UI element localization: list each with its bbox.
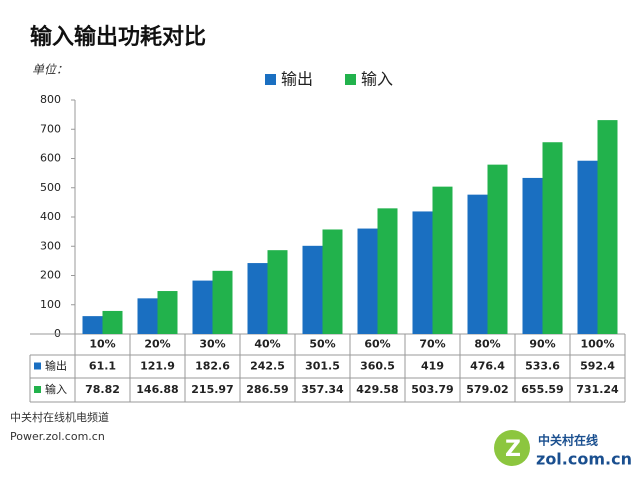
bar xyxy=(432,186,453,334)
legend-label: 输出 xyxy=(45,359,67,373)
data-table-value: 182.6 xyxy=(195,360,230,373)
data-table-value: 286.59 xyxy=(246,383,288,396)
bar xyxy=(82,316,103,334)
legend-label: 输出 xyxy=(281,70,313,89)
data-table-value: 476.4 xyxy=(470,360,505,373)
data-table-value: 360.5 xyxy=(360,360,395,373)
logo-text: zol.com.cn xyxy=(536,450,632,469)
y-tick-label: 400 xyxy=(40,210,61,223)
x-tick-label: 70% xyxy=(419,338,445,351)
data-table-value: 503.79 xyxy=(411,383,453,396)
y-tick-label: 600 xyxy=(40,152,61,165)
bar xyxy=(157,291,178,334)
bar xyxy=(522,177,543,334)
y-tick-label: 800 xyxy=(40,93,61,106)
data-table-value: 301.5 xyxy=(305,360,340,373)
y-tick-label: 500 xyxy=(40,181,61,194)
bar xyxy=(212,270,233,334)
x-tick-label: 80% xyxy=(474,338,500,351)
x-tick-label: 50% xyxy=(309,338,335,351)
logo-icon xyxy=(494,430,530,466)
x-tick-label: 60% xyxy=(364,338,390,351)
logo-icon: Z xyxy=(505,437,521,462)
x-tick-label: 100% xyxy=(581,338,615,351)
data-table-value: 655.59 xyxy=(521,383,563,396)
bar xyxy=(597,120,618,334)
data-table-value: 357.34 xyxy=(301,383,344,396)
bar xyxy=(412,211,433,334)
data-table-value: 78.82 xyxy=(85,383,120,396)
bar xyxy=(192,280,213,334)
bar xyxy=(137,298,158,334)
bar xyxy=(102,310,123,334)
data-table-value: 579.02 xyxy=(466,383,508,396)
chart-title: 输入输出功耗对比 xyxy=(30,24,206,50)
bar xyxy=(542,142,563,334)
y-tick-label: 100 xyxy=(40,298,61,311)
bar xyxy=(267,250,288,334)
data-table-value: 419 xyxy=(421,360,444,373)
data-table-value: 429.58 xyxy=(356,383,398,396)
x-tick-label: 90% xyxy=(529,338,555,351)
data-table-value: 242.5 xyxy=(250,360,285,373)
data-table-value: 533.6 xyxy=(525,360,560,373)
legend-label: 输入 xyxy=(45,382,67,396)
x-tick-label: 10% xyxy=(89,338,115,351)
x-tick-label: 30% xyxy=(199,338,225,351)
bar xyxy=(577,160,598,334)
y-tick-label: 700 xyxy=(40,122,61,135)
bar xyxy=(302,245,323,334)
data-table-value: 146.88 xyxy=(136,383,178,396)
x-tick-label: 20% xyxy=(144,338,170,351)
data-table-value: 592.4 xyxy=(580,360,615,373)
bar xyxy=(467,194,488,334)
bar xyxy=(322,229,343,334)
data-table-value: 121.9 xyxy=(140,360,175,373)
data-table-value: 731.24 xyxy=(576,383,619,396)
y-tick-label: 200 xyxy=(40,269,61,282)
bar xyxy=(247,263,268,334)
y-tick-label: 300 xyxy=(40,239,61,252)
logo-text: 中关村在线 xyxy=(538,433,598,448)
source: 中关村在线机电频道 xyxy=(10,410,109,424)
source: Power.zol.com.cn xyxy=(10,430,105,443)
bar xyxy=(357,228,378,334)
legend-swatch xyxy=(34,386,41,393)
legend-swatch xyxy=(345,74,356,85)
x-tick-label: 40% xyxy=(254,338,280,351)
legend-swatch xyxy=(34,362,41,370)
bar xyxy=(487,164,508,334)
bar xyxy=(377,208,398,334)
legend-swatch xyxy=(265,74,276,85)
unit-label: 单位： xyxy=(32,63,68,77)
data-table-value: 215.97 xyxy=(191,383,233,396)
legend-label: 输入 xyxy=(361,70,393,89)
data-table-value: 61.1 xyxy=(89,360,116,373)
